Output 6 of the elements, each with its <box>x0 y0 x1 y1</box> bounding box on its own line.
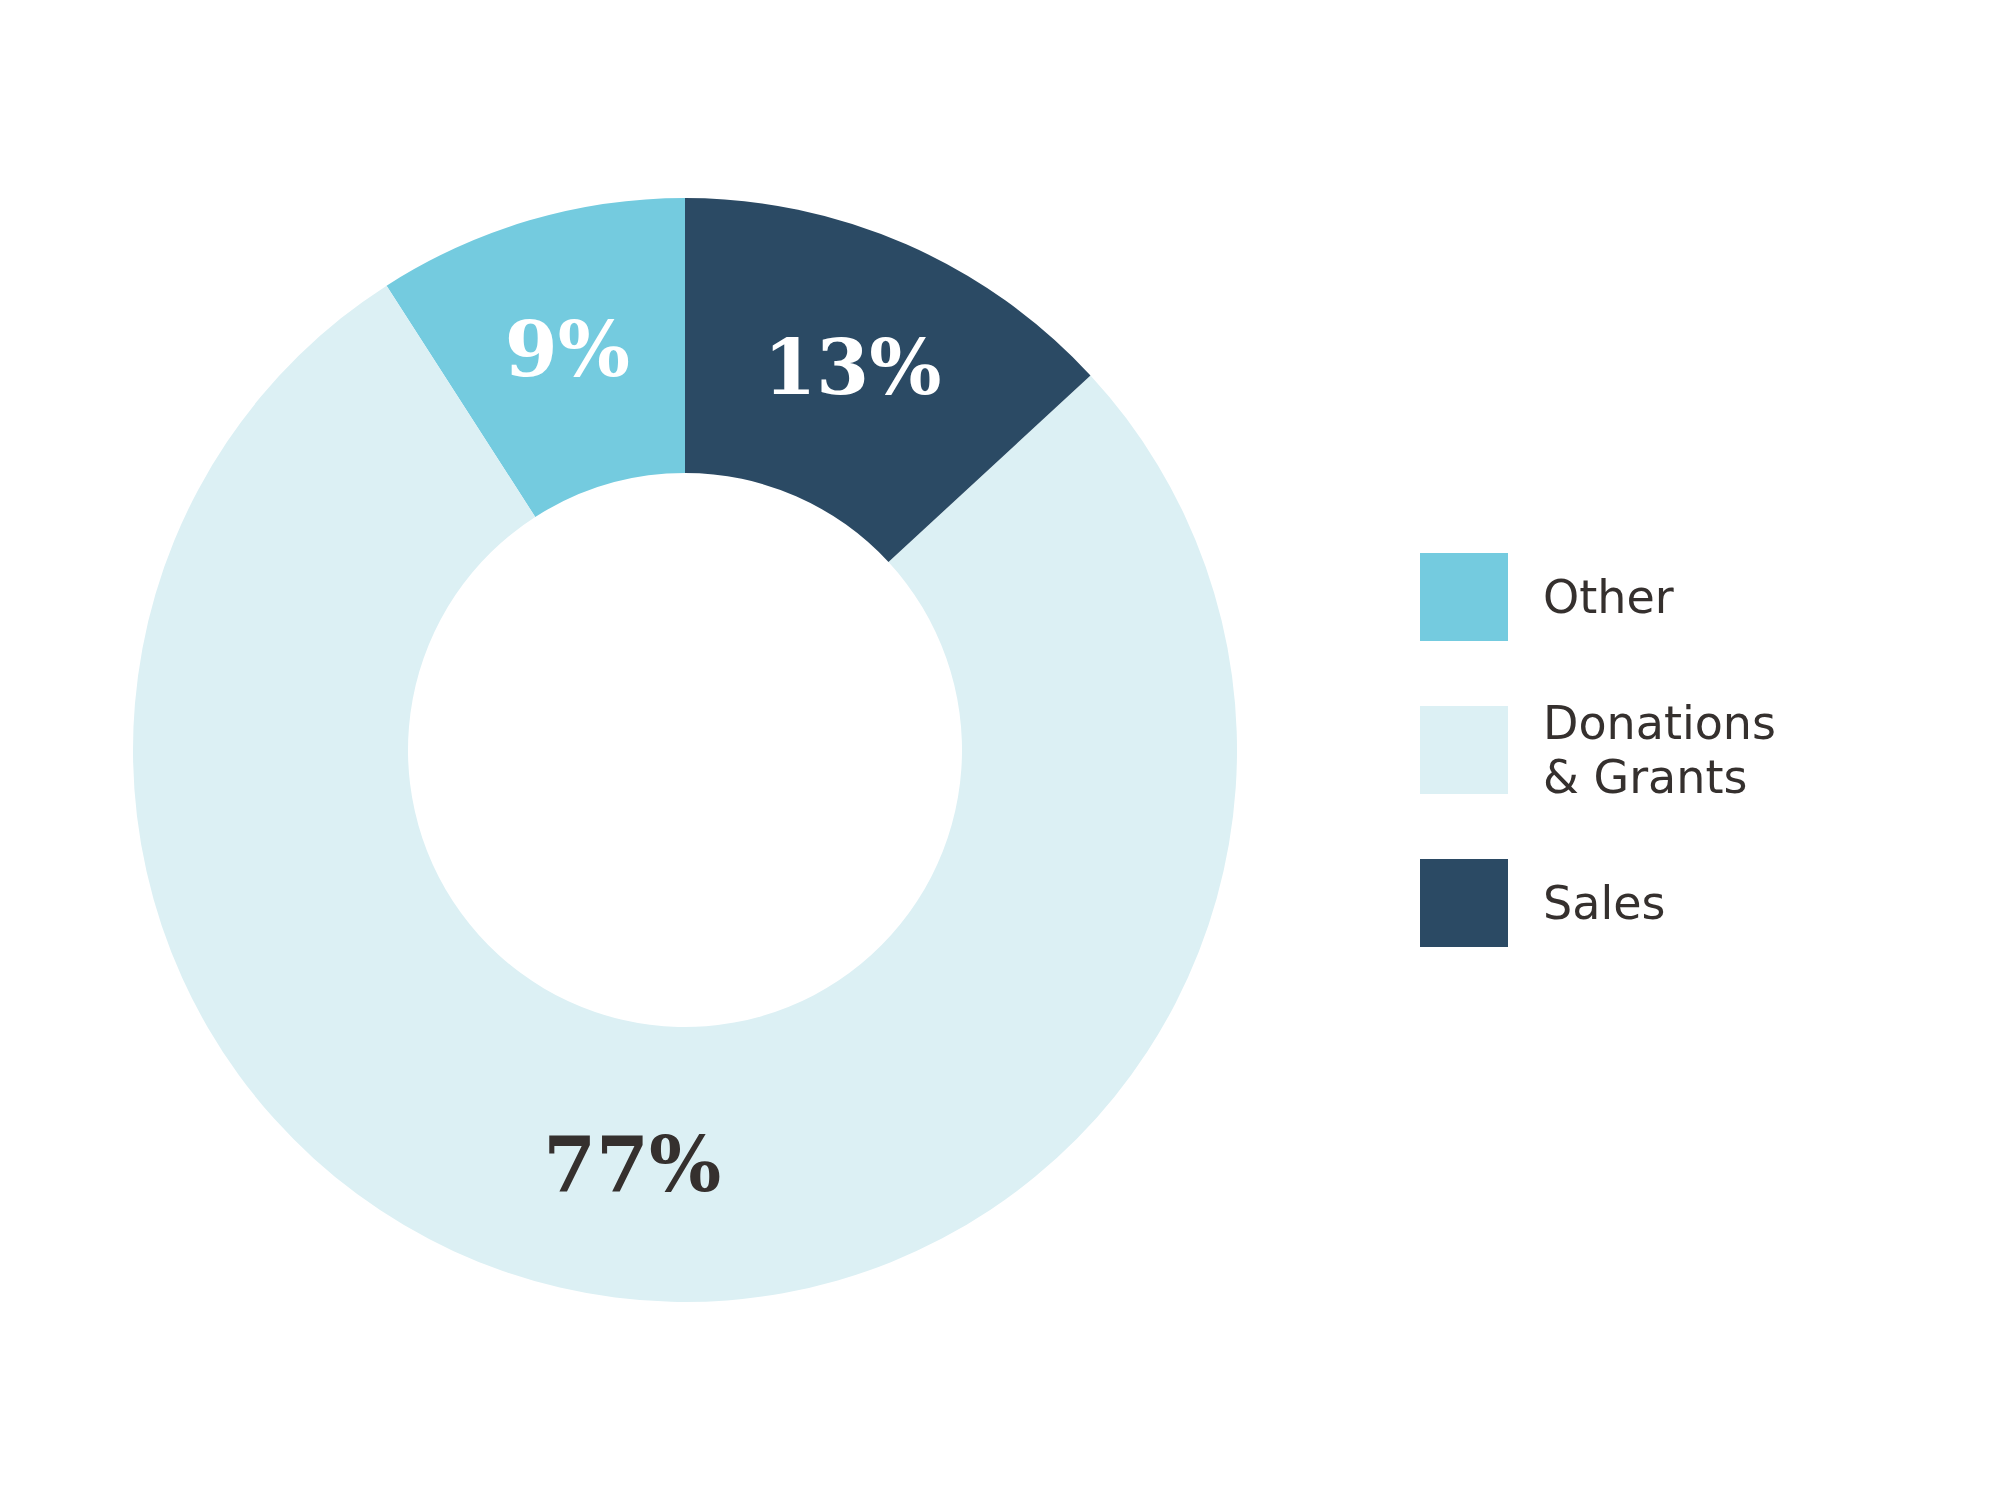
data-label: 77% <box>543 1119 722 1209</box>
legend-label: Sales <box>1543 876 1666 930</box>
legend-label: Donations & Grants <box>1543 696 1791 804</box>
data-label: 13% <box>763 323 942 413</box>
data-label: 9% <box>504 304 630 394</box>
legend-label: Other <box>1543 570 1674 624</box>
